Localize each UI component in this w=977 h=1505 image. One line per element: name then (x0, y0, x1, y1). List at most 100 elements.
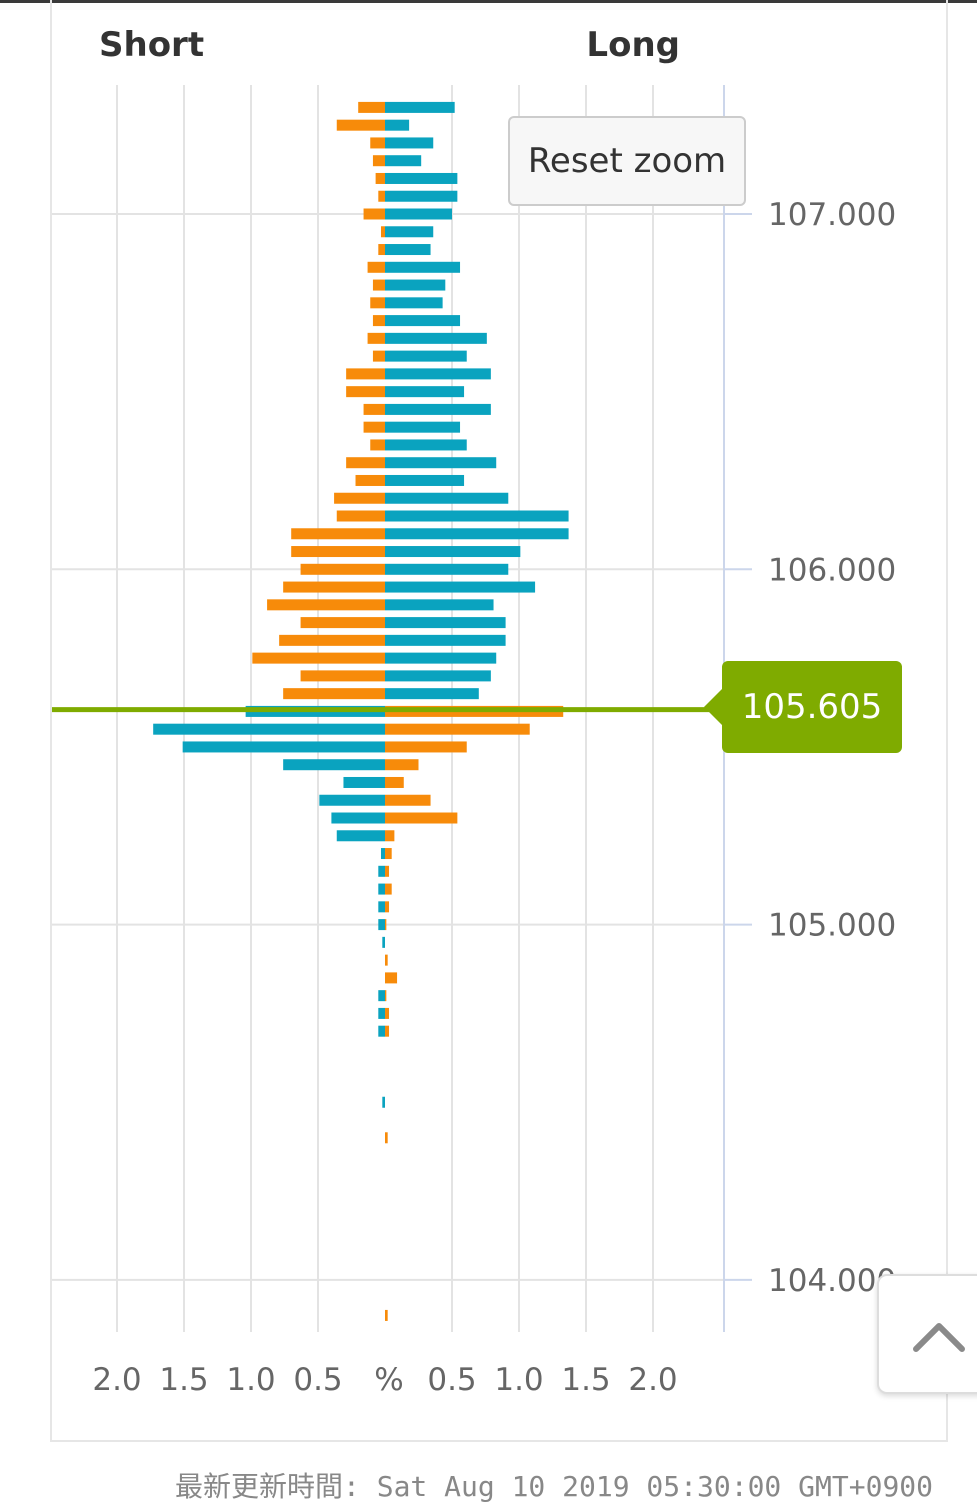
long-bar (385, 848, 392, 860)
short-bar (363, 403, 385, 415)
long-bar (385, 297, 443, 309)
short-bar (370, 137, 385, 149)
long-bar (385, 457, 497, 469)
long-bar (385, 794, 431, 806)
short-bar (367, 332, 385, 344)
long-bar (385, 279, 446, 291)
long-bar (385, 119, 410, 131)
short-bar (346, 368, 385, 380)
short-bar (378, 865, 385, 877)
long-bar (385, 617, 506, 629)
long-bar (385, 688, 479, 700)
short-bar (336, 830, 385, 842)
short-bar (300, 563, 385, 575)
reset-zoom-button[interactable]: Reset zoom (508, 116, 746, 206)
short-bar (382, 1096, 385, 1108)
order-bars (153, 101, 569, 1321)
short-bar (380, 226, 385, 238)
long-bar (385, 1132, 388, 1144)
long-bar (385, 546, 521, 558)
x-axis: 2.0 1.5 1.0 0.5% 0.5 1.0 1.5 2.0 (92, 1362, 677, 1398)
long-bar (385, 386, 465, 398)
x-tick-label: % (374, 1362, 403, 1398)
y-tick-label: 107.000 (768, 197, 896, 233)
long-bar (385, 634, 506, 646)
long-bar (385, 208, 452, 220)
last-updated-text: 最新更新時間: Sat Aug 10 2019 05:30:00 GMT+090… (175, 1470, 934, 1503)
long-bar (385, 954, 388, 966)
short-bar (343, 776, 385, 788)
short-bar (331, 812, 385, 824)
long-bar (385, 670, 491, 682)
long-bar (385, 563, 509, 575)
long-bar (385, 528, 569, 540)
long-bar (385, 244, 431, 256)
short-bar (283, 688, 385, 700)
long-bar (385, 990, 387, 1002)
short-bar (358, 101, 385, 113)
long-bar (385, 1025, 390, 1037)
long-bar (385, 599, 494, 611)
x-tick-label: 1.5 (561, 1362, 610, 1398)
short-bar (336, 510, 385, 522)
short-bar (363, 208, 385, 220)
short-bar (319, 794, 385, 806)
order-book-panel: 107.000 106.000 105.000 104.000 2.0 1.5 1.0 0.… (50, 0, 948, 1442)
long-bar (385, 581, 536, 593)
short-bar (378, 1007, 385, 1019)
short-bar (367, 261, 385, 273)
long-bar (385, 421, 461, 433)
y-tick-label: 106.000 (768, 552, 896, 588)
short-bar (363, 421, 385, 433)
long-bar (385, 919, 387, 931)
long-bar (385, 101, 455, 113)
short-bar (283, 581, 385, 593)
long-bar (385, 190, 458, 202)
short-bar (252, 652, 385, 664)
long-bar (385, 172, 458, 184)
short-bar (291, 546, 385, 558)
short-bar (355, 474, 385, 486)
short-bar (378, 883, 385, 895)
short-bar (378, 919, 385, 931)
order-book-chart[interactable]: 107.000 106.000 105.000 104.000 2.0 1.5 1.0 0.… (52, 0, 950, 1440)
short-bar (372, 155, 385, 167)
x-tick-label: 2.0 (92, 1362, 141, 1398)
short-bar (182, 741, 385, 753)
long-bar (385, 1007, 390, 1019)
scroll-to-top-button[interactable] (877, 1274, 977, 1394)
long-bar (385, 403, 491, 415)
short-bar (346, 457, 385, 469)
short-bar (283, 759, 385, 771)
y-axis: 107.000 106.000 105.000 104.000 (723, 85, 896, 1332)
grid-lines (52, 85, 724, 1332)
short-bar (336, 119, 385, 131)
long-bar (385, 830, 395, 842)
x-tick-label: 0.5 (427, 1362, 476, 1398)
short-bar (382, 936, 385, 948)
current-price-badge: 105.605 (704, 661, 902, 753)
long-bar (385, 901, 390, 913)
chevron-up-icon (913, 1323, 965, 1352)
x-tick-label: 1.0 (226, 1362, 275, 1398)
short-bar (372, 350, 385, 362)
long-bar (385, 332, 487, 344)
short-bar (267, 599, 385, 611)
short-bar (334, 492, 385, 504)
long-bar (385, 368, 491, 380)
long-bar (385, 865, 390, 877)
short-bar (375, 172, 385, 184)
y-tick-label: 105.000 (768, 908, 896, 944)
short-bar (372, 315, 385, 327)
long-bar (385, 226, 434, 238)
long-bar (385, 350, 467, 362)
x-tick-label: 0.5 (293, 1362, 342, 1398)
long-bar (385, 474, 465, 486)
long-bar (385, 723, 530, 735)
short-bar (378, 190, 385, 202)
long-bar (385, 315, 461, 327)
long-bar (385, 439, 467, 451)
long-bar (385, 759, 419, 771)
short-bar (300, 670, 385, 682)
x-tick-label: 2.0 (628, 1362, 677, 1398)
